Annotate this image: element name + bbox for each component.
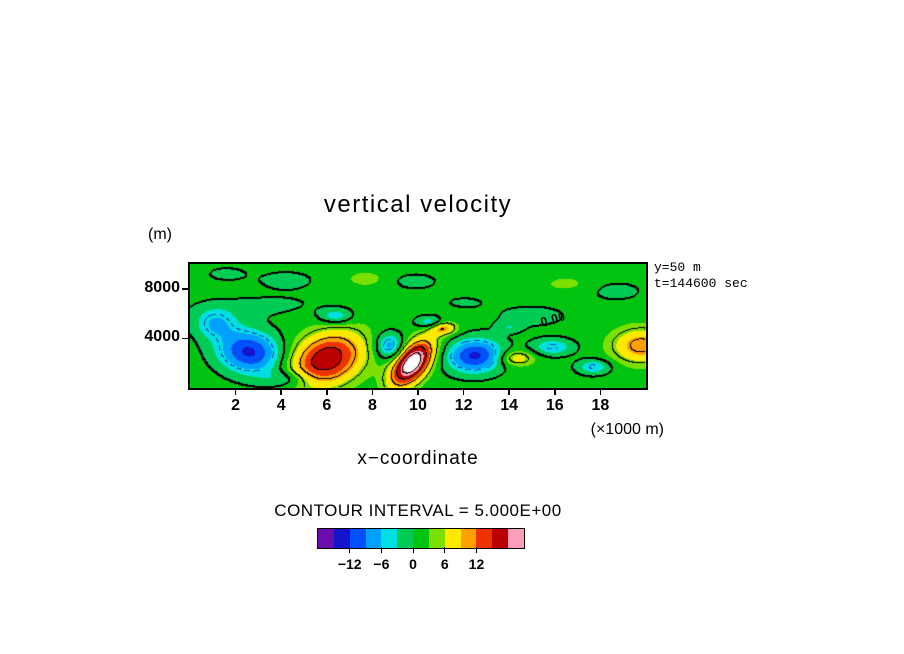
- x-tick-mark: [371, 390, 374, 395]
- colorbar-segment: [318, 529, 334, 548]
- x-tick-label: 4: [276, 397, 286, 414]
- colorbar-tick-mark: [444, 547, 446, 553]
- x-tick-label: 2: [231, 397, 241, 414]
- y-axis-unit-label: (m): [148, 226, 172, 243]
- colorbar-tick-label: 12: [468, 556, 485, 572]
- y-tick-mark: [182, 288, 188, 290]
- colorbar-segment: [508, 529, 524, 548]
- y-tick-label: 8000: [144, 278, 180, 296]
- colorbar-tick-mark: [380, 547, 382, 553]
- colorbar-segment: [476, 529, 493, 548]
- x-axis-unit-label: (×1000 m): [590, 421, 664, 438]
- x-tick-mark: [554, 390, 556, 395]
- contour-field-canvas: [190, 264, 646, 388]
- colorbar-segment: [444, 529, 461, 548]
- x-tick-label: 8: [367, 397, 377, 414]
- colorbar-segment: [492, 529, 509, 548]
- colorbar-segment: [365, 529, 382, 548]
- x-tick-label: 18: [591, 397, 610, 414]
- colorbar: −12 −6 0 6 12: [317, 528, 525, 572]
- x-tick-mark: [326, 390, 328, 395]
- x-tick-mark: [234, 390, 237, 395]
- colorbar-segment: [349, 529, 366, 548]
- slice-annotation-t: t=144600 sec: [654, 276, 748, 291]
- x-tick-label: 14: [500, 397, 519, 414]
- colorbar-segment: [381, 529, 398, 548]
- colorbar-segment: [333, 529, 350, 548]
- colorbar-segments: [318, 529, 524, 548]
- colorbar-tick-label: 0: [409, 556, 417, 572]
- colorbar-tick-label: −6: [373, 556, 390, 572]
- slice-annotation-y: y=50 m: [654, 260, 701, 275]
- colorbar-tick-label: −12: [337, 556, 362, 572]
- x-tick-mark: [508, 390, 510, 395]
- colorbar-segment: [460, 529, 477, 548]
- x-tick-mark: [280, 390, 282, 395]
- x-tick-label: 6: [322, 397, 332, 414]
- y-tick-mark: [182, 337, 188, 340]
- colorbar-segment: [397, 529, 414, 548]
- colorbar-tick-mark: [412, 547, 414, 553]
- x-tick-label: 12: [454, 397, 473, 414]
- x-tick-mark: [462, 390, 465, 395]
- chart-title: vertical velocity: [323, 191, 513, 218]
- x-axis-title: x−coordinate: [357, 448, 479, 469]
- colorbar-tick-mark: [475, 547, 477, 553]
- colorbar-segment: [428, 529, 445, 548]
- x-tick-label: 16: [545, 397, 564, 414]
- colorbar-segment: [413, 529, 429, 548]
- colorbar-tick-mark: [349, 547, 351, 553]
- x-tick-label: 10: [409, 397, 427, 414]
- x-tick-mark: [417, 390, 419, 395]
- y-tick-label: 4000: [144, 328, 180, 346]
- x-tick-mark: [599, 390, 602, 395]
- contour-interval-label: CONTOUR INTERVAL = 5.000E+00: [274, 501, 562, 520]
- plot-area: 0.00 2 4 6 8 10 12 14 16 18 4000 8000: [144, 262, 648, 414]
- colorbar-tick-label: 6: [440, 556, 449, 572]
